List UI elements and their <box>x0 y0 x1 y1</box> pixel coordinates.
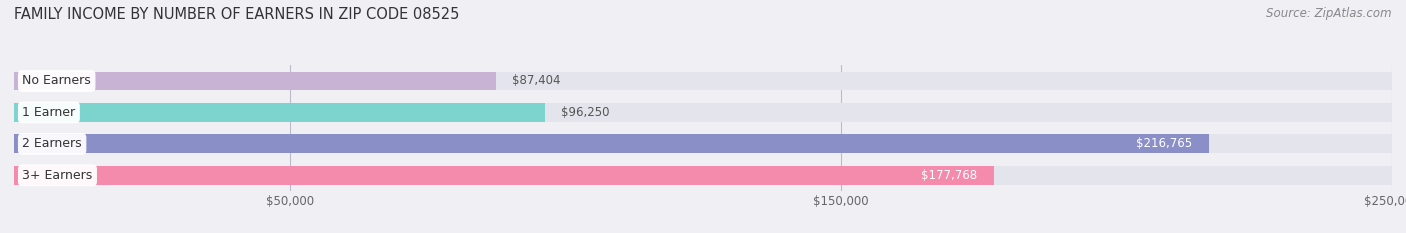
Bar <box>14 103 1392 122</box>
Text: $216,765: $216,765 <box>1136 137 1192 150</box>
Bar <box>14 72 1392 90</box>
Bar <box>14 72 496 90</box>
Bar <box>14 166 994 185</box>
Text: FAMILY INCOME BY NUMBER OF EARNERS IN ZIP CODE 08525: FAMILY INCOME BY NUMBER OF EARNERS IN ZI… <box>14 7 460 22</box>
Text: 3+ Earners: 3+ Earners <box>22 169 93 182</box>
Text: $96,250: $96,250 <box>561 106 610 119</box>
Text: Source: ZipAtlas.com: Source: ZipAtlas.com <box>1267 7 1392 20</box>
Text: $177,768: $177,768 <box>921 169 977 182</box>
Text: 2 Earners: 2 Earners <box>22 137 82 150</box>
Text: No Earners: No Earners <box>22 75 91 87</box>
Bar <box>14 134 1209 153</box>
Text: $87,404: $87,404 <box>512 75 561 87</box>
Bar <box>14 166 1392 185</box>
Bar <box>14 134 1392 153</box>
Bar <box>14 103 544 122</box>
Text: 1 Earner: 1 Earner <box>22 106 76 119</box>
